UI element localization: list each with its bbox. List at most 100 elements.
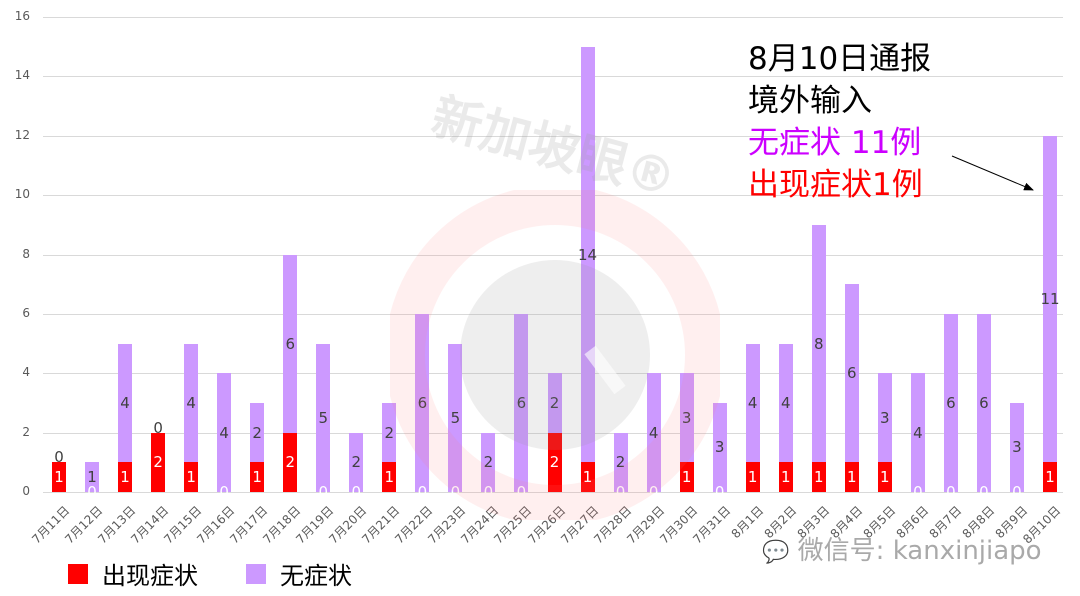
y-tick-label: 10 — [14, 187, 30, 202]
bar-value-label: 1 — [780, 468, 791, 487]
bar-symptomatic — [184, 462, 199, 492]
bar-value-label: 0 — [318, 483, 329, 501]
bar-value-label: 0 — [351, 483, 362, 501]
bar-asymptomatic — [250, 402, 265, 463]
bar-symptomatic — [877, 462, 892, 492]
bar-value-label: 3 — [714, 438, 725, 457]
bar-value-label: 11 — [1040, 290, 1060, 309]
bar-value-label: 2 — [252, 423, 262, 442]
bar-asymptomatic — [547, 373, 562, 433]
legend-label: 无症状 — [280, 562, 352, 590]
bar-symptomatic — [580, 462, 595, 492]
legend-item-asymptomatic: 无症状 — [246, 556, 352, 591]
bar-symptomatic — [52, 462, 66, 492]
y-tick-label: 12 — [14, 127, 30, 142]
wechat-id: 微信号: kanxinjiapo — [797, 536, 1042, 566]
bar-asymptomatic — [481, 432, 496, 492]
bar-value-label: 5 — [318, 408, 329, 427]
bar-value-label: 14 — [577, 245, 598, 264]
bar-asymptomatic — [514, 313, 529, 492]
bar-value-label: 2 — [384, 423, 395, 442]
bar-value-label: 1 — [813, 468, 824, 487]
watermark-logo-icon — [390, 190, 720, 520]
bar-symptomatic — [250, 462, 265, 492]
bar-symptomatic — [382, 462, 397, 492]
bar-value-label: 0 — [417, 483, 428, 501]
bar-value-label: 4 — [186, 393, 196, 412]
bar-value-label: 3 — [1012, 438, 1022, 457]
bar-asymptomatic — [382, 402, 397, 463]
bar-value-label: 1 — [847, 468, 857, 487]
wechat-icon: 💬 — [762, 540, 790, 565]
y-tick-label: 0 — [22, 484, 30, 498]
bar-value-label: 4 — [648, 423, 659, 442]
bar-asymptomatic — [283, 254, 298, 433]
bar-value-label: 0 — [219, 483, 229, 501]
bar-value-label: 0 — [450, 483, 461, 501]
bar-asymptomatic — [712, 402, 727, 492]
bar-asymptomatic — [1009, 402, 1024, 492]
bar-value-label: 3 — [681, 408, 692, 427]
bar-value-label: 2 — [351, 453, 362, 472]
bar-symptomatic — [283, 432, 298, 492]
bar-value-label: 0 — [153, 418, 163, 437]
bar-value-label: 0 — [946, 483, 956, 501]
bar-symptomatic — [151, 432, 166, 492]
bar-asymptomatic — [844, 284, 859, 463]
legend-swatch-red — [68, 563, 88, 584]
bar-value-label: 1 — [582, 468, 593, 487]
bar-value-label: 0 — [87, 483, 97, 501]
bar-value-label: 2 — [535, 394, 575, 412]
annotation-asymptomatic: 无症状 11例 — [748, 125, 922, 161]
bar-symptomatic — [547, 432, 562, 492]
bar-asymptomatic — [448, 343, 463, 492]
bar-asymptomatic — [976, 313, 991, 492]
bar-value-label: 4 — [120, 393, 130, 412]
bar-asymptomatic — [415, 313, 430, 492]
bar-value-label: 6 — [417, 393, 428, 412]
gridline — [43, 313, 1063, 315]
bar-symptomatic — [745, 462, 760, 492]
gridline — [43, 195, 1063, 197]
bar-asymptomatic — [943, 313, 958, 492]
bar-value-label: 0 — [979, 483, 989, 501]
legend-swatch-purple — [246, 563, 266, 584]
bar-value-label: 4 — [780, 393, 791, 412]
bar-value-label: 1 — [1045, 468, 1055, 487]
bar-value-label: 0 — [714, 483, 725, 501]
bar-value-label: 0 — [913, 483, 923, 501]
bar-value-label: 8 — [813, 334, 824, 353]
bar-value-label: 0 — [54, 448, 64, 467]
bar-value-label: 1 — [186, 468, 196, 487]
bar-value-label: 1 — [880, 468, 890, 487]
bar-value-label: 4 — [747, 393, 758, 412]
bar-symptomatic — [679, 462, 694, 492]
bar-asymptomatic — [745, 343, 760, 463]
bar-value-label: 6 — [501, 394, 541, 412]
gridline — [43, 492, 1063, 493]
bar-asymptomatic — [646, 373, 661, 492]
wechat-watermark: 💬 微信号: kanxinjiapo — [762, 530, 1042, 567]
bar-value-label: 4 — [913, 423, 923, 442]
bar-asymptomatic — [217, 373, 232, 492]
y-tick-label: 6 — [22, 305, 30, 320]
y-tick-label: 4 — [22, 365, 30, 380]
y-tick-label: 2 — [22, 424, 30, 439]
bar-value-label: 0 — [615, 483, 626, 501]
bar-asymptomatic — [877, 373, 892, 463]
bar-asymptomatic — [811, 224, 826, 463]
bar-value-label: 2 — [615, 453, 626, 472]
bar-asymptomatic — [118, 343, 133, 463]
bar-symptomatic — [118, 462, 133, 492]
bar-value-label: 2 — [483, 453, 494, 472]
bar-value-label: 1 — [252, 468, 262, 487]
bar-value-label: 0 — [483, 483, 494, 501]
bar-value-label: 1 — [384, 468, 395, 487]
bar-value-label: 6 — [285, 334, 295, 353]
y-tick-label: 8 — [22, 246, 30, 261]
bar-asymptomatic — [1043, 135, 1057, 463]
bar-symptomatic — [811, 462, 826, 492]
annotation-date: 8月10日通报 — [748, 41, 932, 77]
gridline — [43, 135, 1063, 137]
